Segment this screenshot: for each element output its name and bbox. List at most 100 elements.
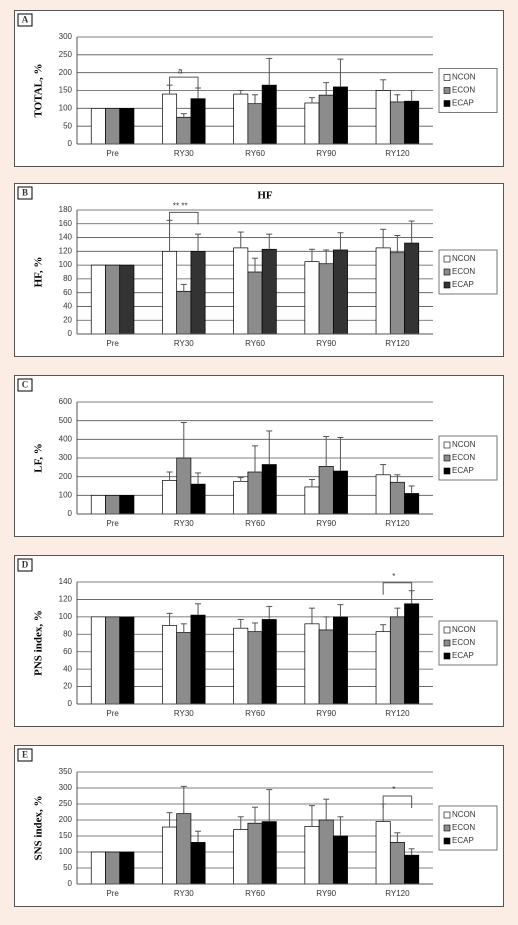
annotation: ** ** (173, 201, 188, 210)
x-tick-label: Pre (106, 339, 119, 348)
bar (190, 250, 206, 335)
y-tick-label: 100 (59, 103, 73, 112)
panel-label-box (17, 558, 33, 572)
chart-panel: E SNS index, % 0 50 100 150 200 250 300 350 Pre RY3… (14, 745, 504, 907)
bar (105, 494, 121, 515)
bar (176, 457, 192, 515)
bar (190, 614, 206, 705)
panel-label: D (22, 560, 29, 570)
y-tick-label: 160 (59, 219, 73, 228)
y-tick-label: 100 (59, 490, 73, 499)
y-tick-label: 50 (63, 863, 72, 872)
x-tick-label: RY90 (316, 519, 336, 528)
x-tick-label: RY60 (245, 519, 265, 528)
y-axis-label: TOTAL, % (33, 64, 45, 118)
x-tick-label: RY60 (245, 889, 265, 898)
bar (304, 102, 320, 145)
legend-label: NCON (452, 625, 476, 634)
bar (375, 821, 391, 885)
legend-swatch (443, 281, 451, 289)
x-tick-label: RY30 (174, 709, 194, 718)
legend-label: ECON (452, 638, 475, 647)
bar (119, 494, 135, 515)
panel-label-box (17, 13, 33, 27)
bar (105, 851, 121, 885)
legend-swatch (443, 74, 451, 81)
bar (332, 249, 348, 335)
panel-label: B (22, 188, 28, 198)
bar (375, 631, 391, 705)
bar (375, 474, 391, 515)
bar (261, 821, 277, 885)
bar (176, 813, 192, 885)
x-tick-label: Pre (106, 519, 119, 528)
y-tick-label: 500 (59, 416, 73, 425)
x-tick-label: RY60 (245, 709, 265, 718)
bar (119, 264, 135, 335)
y-tick-label: 50 (63, 121, 72, 130)
bar (318, 466, 334, 515)
legend-swatch (443, 467, 451, 475)
y-tick-label: 150 (59, 86, 73, 95)
legend-swatch (443, 824, 451, 832)
x-tick-label: RY60 (245, 149, 265, 158)
bar (90, 494, 106, 515)
x-tick-label: RY90 (316, 339, 336, 348)
y-tick-label: 60 (63, 288, 72, 297)
bar (105, 616, 121, 705)
y-tick-label: 80 (63, 274, 72, 283)
y-tick-label: 0 (68, 699, 73, 708)
bar (261, 84, 277, 145)
y-tick-label: 40 (63, 302, 72, 311)
bar (233, 829, 249, 885)
bar (404, 242, 420, 335)
x-tick-label: RY120 (385, 709, 410, 718)
legend-swatch (443, 837, 451, 845)
bar (162, 625, 178, 705)
bar (332, 86, 348, 145)
bar (105, 107, 121, 145)
legend-label: ECON (452, 267, 475, 276)
chart-panel: A TOTAL, % 0 50 100 150 200 250 300 Pre RY30 RY60 RY… (14, 10, 504, 167)
bar (318, 819, 334, 885)
bar (162, 93, 178, 145)
bar (375, 90, 391, 145)
bar (176, 632, 192, 705)
chart-title: HF (257, 190, 273, 202)
y-tick-label: 400 (59, 434, 73, 443)
y-axis-label: PNS index, % (33, 610, 45, 676)
bar (318, 263, 334, 335)
bar (162, 480, 178, 515)
y-tick-label: 200 (59, 68, 73, 77)
x-tick-label: RY120 (385, 519, 410, 528)
x-tick-label: Pre (106, 709, 119, 718)
bar (404, 100, 420, 145)
y-tick-label: 0 (68, 329, 73, 338)
legend-swatch (443, 626, 451, 634)
chart-panel: D PNS index, % 0 20 40 60 80 100 120 140 Pre RY30 RY… (14, 555, 504, 727)
significance-bracket (382, 795, 413, 808)
x-tick-label: RY90 (316, 149, 336, 158)
bar (190, 98, 206, 145)
legend-swatch (443, 268, 451, 276)
bar (90, 264, 106, 335)
bar (389, 481, 405, 515)
y-tick-label: 100 (59, 612, 73, 621)
bar (404, 493, 420, 515)
y-tick-label: 140 (59, 233, 73, 242)
x-tick-label: RY30 (174, 339, 194, 348)
panel-label-box (17, 748, 33, 762)
bar (304, 486, 320, 515)
bar (119, 616, 135, 705)
bar (176, 290, 192, 335)
y-tick-label: 250 (59, 799, 73, 808)
bar (404, 603, 420, 705)
bar (389, 252, 405, 335)
bar (389, 842, 405, 885)
legend-swatch (443, 811, 451, 819)
legend-swatch (443, 100, 451, 107)
panel-label: E (22, 750, 28, 760)
x-tick-label: RY30 (174, 889, 194, 898)
legend-swatch (443, 255, 451, 263)
